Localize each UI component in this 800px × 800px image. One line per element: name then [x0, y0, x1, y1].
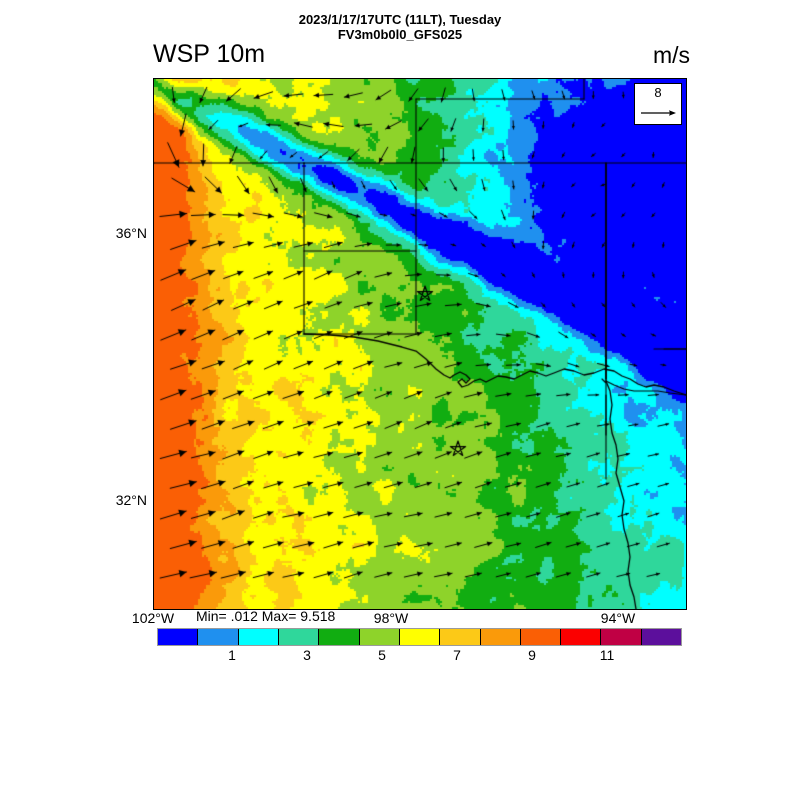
- colorbar-swatch: [319, 629, 360, 645]
- colorbar-swatch: [480, 629, 521, 645]
- vector-reference-key: 8: [634, 83, 682, 125]
- title-datetime: 2023/1/17/17UTC (11LT), Tuesday: [298, 12, 502, 27]
- colorbar-swatch: [158, 629, 199, 645]
- colorbar-swatch: [440, 629, 481, 645]
- colorbar-swatch: [601, 629, 642, 645]
- arrow-right-icon: [641, 110, 676, 116]
- colorbar-swatch: [561, 629, 602, 645]
- lat-tick-label: 32°N: [115, 492, 147, 508]
- colorbar-swatch: [641, 629, 682, 645]
- colorbar-tick: 9: [528, 647, 536, 663]
- colorbar-swatch: [278, 629, 320, 645]
- lat-tick-label: 36°N: [115, 225, 147, 241]
- colorbar: [157, 628, 682, 646]
- unit-label: m/s: [652, 42, 690, 68]
- wind-speed-raster: [154, 79, 686, 609]
- colorbar-swatch: [198, 629, 239, 645]
- colorbar-tick: 1: [228, 647, 236, 663]
- colorbar-tick: 11: [599, 647, 615, 663]
- lon-tick-label: 102°W: [131, 610, 175, 626]
- colorbar-swatch: [399, 629, 441, 645]
- minmax-stats-label: Min= .012 Max= 9.518: [196, 608, 336, 624]
- colorbar-swatch: [520, 629, 562, 645]
- colorbar-tick: 7: [453, 647, 461, 663]
- map-plot-area: 8: [153, 78, 687, 610]
- lon-tick-label: 98°W: [373, 610, 409, 626]
- vector-key-magnitude: 8: [654, 85, 662, 100]
- field-label: WSP 10m: [153, 40, 266, 68]
- lon-tick-label: 94°W: [600, 610, 636, 626]
- title-model: FV3m0b0l0_GFS025: [337, 27, 463, 42]
- colorbar-tick-labels: 1 3 5 7 9 11: [157, 647, 682, 665]
- figure-title: 2023/1/17/17UTC (11LT), Tuesday FV3m0b0l…: [0, 12, 800, 42]
- colorbar-tick: 5: [378, 647, 386, 663]
- colorbar-tick: 3: [303, 647, 311, 663]
- colorbar-swatch: [238, 629, 279, 645]
- colorbar-swatch: [359, 629, 400, 645]
